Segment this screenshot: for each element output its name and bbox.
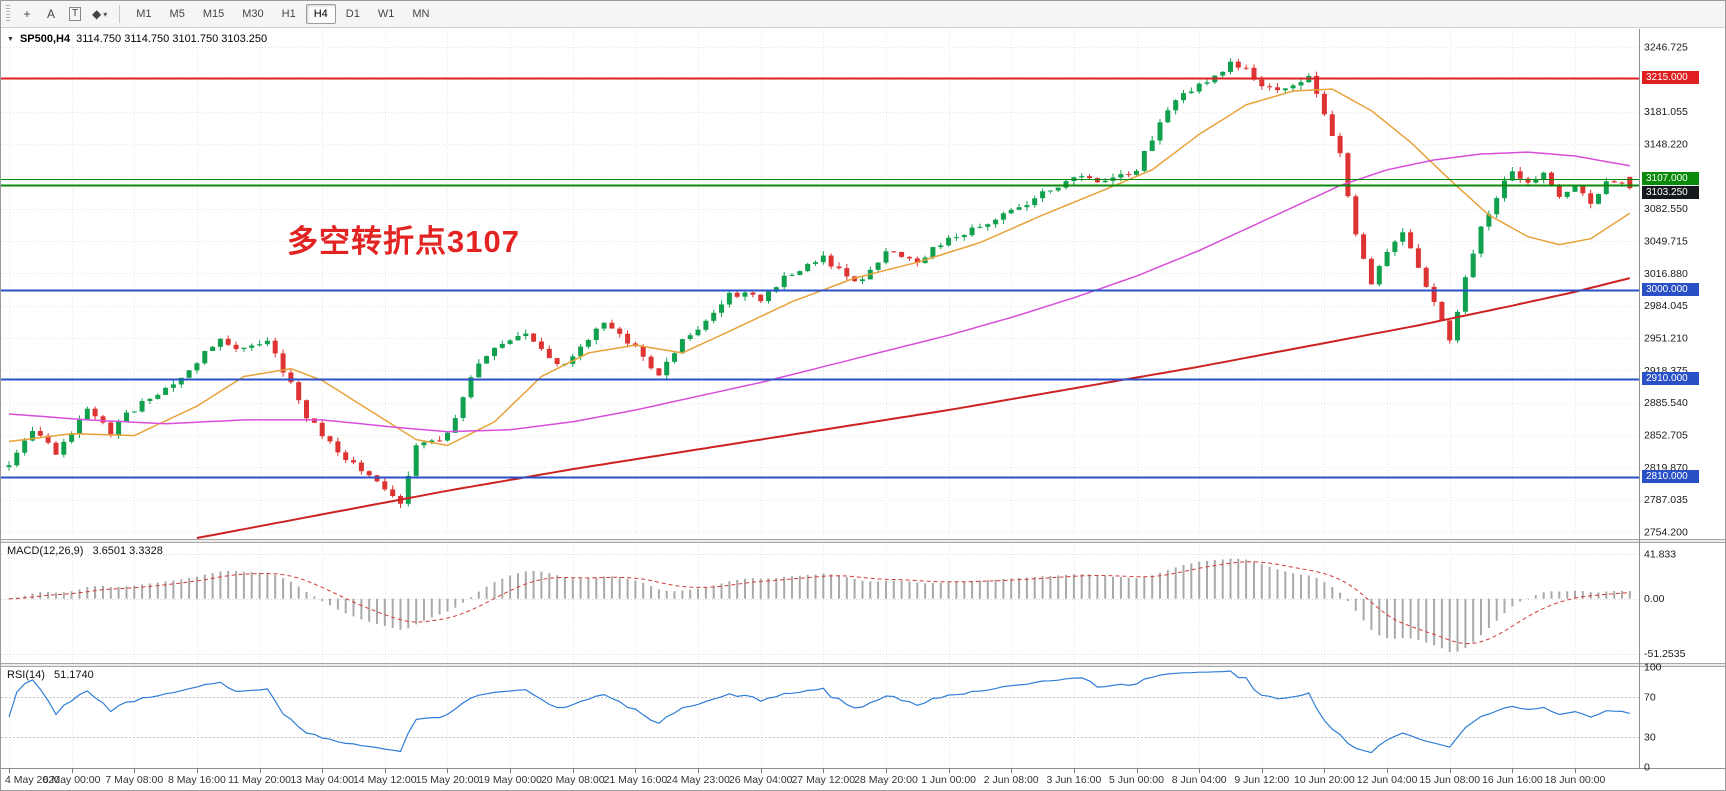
date-label: 19 May 00:00 [478,774,542,786]
date-label: 7 May 08:00 [105,774,163,786]
date-label: 20 May 08:00 [541,774,605,786]
date-label: 26 May 04:00 [729,774,793,786]
panel-splitter[interactable] [1,539,1726,543]
date-label: 18 Jun 00:00 [1545,774,1606,786]
rsi-axis-label: 0 [1644,762,1650,774]
date-label: 16 Jun 16:00 [1482,774,1543,786]
svg-text:2984.045: 2984.045 [1644,300,1688,312]
price-tag-2810.000: 2810.000 [1642,470,1699,483]
rsi-indicator-label: RSI(14) 51.1740 [7,669,94,681]
chart-symbol-period: SP500,H4 [19,33,71,45]
date-label: 10 Jun 20:00 [1294,774,1355,786]
svg-text:2852.705: 2852.705 [1644,429,1688,441]
macd-values: 3.6501 3.3328 [92,545,163,557]
timeframe-m15-button[interactable]: M15 [195,4,232,24]
timeframe-m5-button[interactable]: M5 [162,4,193,24]
date-label: 15 Jun 08:00 [1419,774,1480,786]
chart-ohlc-values: 3114.750 3114.750 3101.750 3103.250 [76,33,268,45]
svg-text:2787.035: 2787.035 [1644,494,1688,506]
macd-axis-label: -51.2535 [1644,648,1686,660]
timeframe-d1-button[interactable]: D1 [338,4,368,24]
price-tag-current: 3103.250 [1642,186,1699,199]
macd-label: MACD(12,26,9) [7,545,84,557]
svg-text:3016.880: 3016.880 [1644,268,1688,280]
timeframe-h1-button[interactable]: H1 [274,4,304,24]
date-label: 8 Jun 04:00 [1172,774,1227,786]
grid-layer [1,29,1639,767]
date-label: 15 May 20:00 [416,774,480,786]
price-tag-3107.000: 3107.000 [1642,172,1699,185]
text-label-icon: T [68,7,82,21]
macd-axis-label: 41.833 [1644,548,1676,560]
text-label-tool-button[interactable]: T [64,4,86,24]
rsi-value: 51.1740 [53,669,94,681]
hlines-layer [1,77,1639,479]
svg-text:2754.200: 2754.200 [1644,526,1688,538]
price-tag-3215.000: 3215.000 [1642,71,1699,84]
timeframe-m30-button[interactable]: M30 [234,4,271,24]
rsi-axis-label: 70 [1644,692,1656,704]
date-label: 21 May 16:00 [604,774,668,786]
macd-indicator-label: MACD(12,26,9) 3.6501 3.3328 [7,545,163,557]
date-label: 27 May 12:00 [791,774,855,786]
crosshair-tool-button[interactable]: + [16,4,38,24]
date-label: 14 May 12:00 [353,774,417,786]
date-label: 24 May 23:00 [666,774,730,786]
panel-splitter[interactable] [1,663,1726,667]
date-label: 2 Jun 08:00 [984,774,1039,786]
svg-text:2885.540: 2885.540 [1644,397,1688,409]
svg-text:3181.055: 3181.055 [1644,106,1688,118]
timeframe-w1-button[interactable]: W1 [370,4,403,24]
macd-histogram [8,558,1631,652]
date-label: 9 Jun 12:00 [1234,774,1289,786]
chevron-down-icon: ▾ [103,9,108,19]
date-label: 12 Jun 04:00 [1357,774,1418,786]
toolbar-grip[interactable] [6,5,10,23]
chart-canvas[interactable]: 3246.7253213.8903181.0553148.2203115.385… [1,29,1726,791]
svg-text:2951.210: 2951.210 [1644,332,1688,344]
macd-axis-label: 0.00 [1644,593,1665,605]
svg-text:3049.715: 3049.715 [1644,236,1688,248]
shapes-tool-dropdown-button[interactable]: ◆ ▾ [88,4,111,24]
timeframe-mn-button[interactable]: MN [404,4,437,24]
date-label: 28 May 20:00 [854,774,918,786]
date-label: 11 May 20:00 [228,774,291,786]
date-label: 5 Jun 00:00 [1109,774,1164,786]
svg-text:3082.550: 3082.550 [1644,203,1688,215]
chart-toolbar: + A T ◆ ▾ M1 M5 M15 M30 H1 H4 D1 W1 MN [1,1,1725,28]
candles-layer [6,58,1633,509]
svg-text:3246.725: 3246.725 [1644,42,1688,54]
shapes-icon: ◆ [92,7,102,21]
date-label: 3 Jun 16:00 [1046,774,1101,786]
date-label: 4 May 2020 [5,774,60,786]
date-label: 1 Jun 00:00 [921,774,976,786]
rsi-axis-label: 30 [1644,732,1656,744]
price-tag-3000.000: 3000.000 [1642,283,1699,296]
ma-fast-line [8,88,1631,447]
rsi-label: RSI(14) [7,669,45,681]
rsi-line [8,670,1630,754]
timeframe-m1-button[interactable]: M1 [128,4,159,24]
toolbar-separator [119,5,121,23]
timeframe-h4-button[interactable]: H4 [305,4,336,24]
date-label: 13 May 04:00 [290,774,354,786]
date-label: 6 May 00:00 [43,774,101,786]
ma-slow-line [196,277,1631,539]
chart-annotation-text[interactable]: 多空转折点3107 [287,224,520,259]
rsi-axis-label: 100 [1644,662,1662,674]
chart-title: ▼ SP500,H4 3114.750 3114.750 3101.750 31… [7,33,267,45]
one-click-trading-icon[interactable]: ▼ [7,35,14,43]
price-tag-2910.000: 2910.000 [1642,372,1699,385]
date-label: 8 May 16:00 [168,774,226,786]
svg-text:3148.220: 3148.220 [1644,139,1688,151]
text-tool-button[interactable]: A [40,4,62,24]
